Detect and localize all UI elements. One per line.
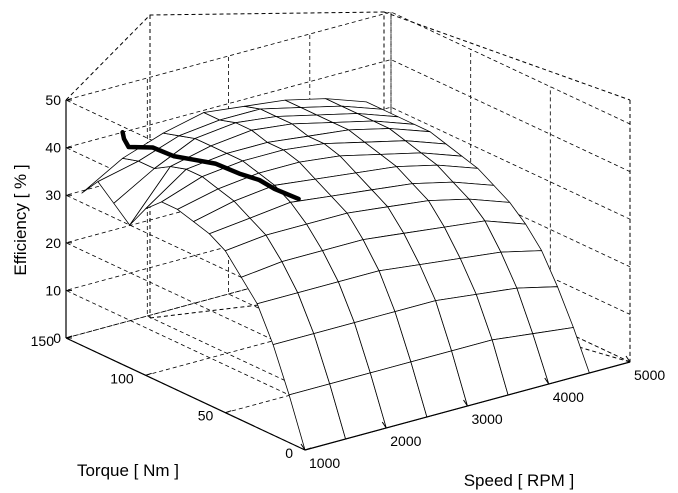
x-tick-mark <box>381 421 387 429</box>
x-tick-mark <box>463 399 468 407</box>
y-tick-mark <box>145 372 152 376</box>
optimal-efficiency-line <box>120 129 301 202</box>
x-axis-label: Speed [ RPM ] <box>464 471 575 490</box>
z-axis-label: Efficiency [ % ] <box>11 164 30 275</box>
y-tick-mark <box>304 447 312 451</box>
z-tick-label: 20 <box>45 235 61 251</box>
y-tick-mark <box>65 335 73 339</box>
z-tick-label: 10 <box>45 282 61 298</box>
y-tick-label: 50 <box>198 408 214 424</box>
y-axis-label: Torque [ Nm ] <box>77 461 179 480</box>
optimal-efficiency-curve <box>120 129 301 202</box>
z-tick-label: 30 <box>45 187 61 203</box>
y-tick-label: 150 <box>31 333 55 349</box>
surface-mesh <box>81 98 590 451</box>
x-tick-mark <box>625 355 631 363</box>
z-tick-label: 50 <box>45 92 61 108</box>
x-tick-mark <box>300 443 306 451</box>
torque-axis-line <box>65 337 306 451</box>
y-tick-label: 0 <box>285 445 293 461</box>
x-tick-label: 4000 <box>553 389 584 405</box>
z-tick-label: 40 <box>45 140 61 156</box>
tick-labels: 0 10 20 30 40 50 0 50 100 150 1000 2000 3000 4000 5000 <box>31 92 666 471</box>
x-tick-label: 2000 <box>390 433 421 449</box>
x-tick-label: 1000 <box>309 455 340 471</box>
z-tick-label: 0 <box>53 330 61 346</box>
right-back-edge <box>383 11 631 101</box>
y-tick-mark <box>225 410 232 414</box>
x-tick-mark <box>544 377 550 385</box>
x-tick-label: 3000 <box>472 411 503 427</box>
y-tick-label: 100 <box>110 370 134 386</box>
x-tick-label: 5000 <box>634 367 665 383</box>
